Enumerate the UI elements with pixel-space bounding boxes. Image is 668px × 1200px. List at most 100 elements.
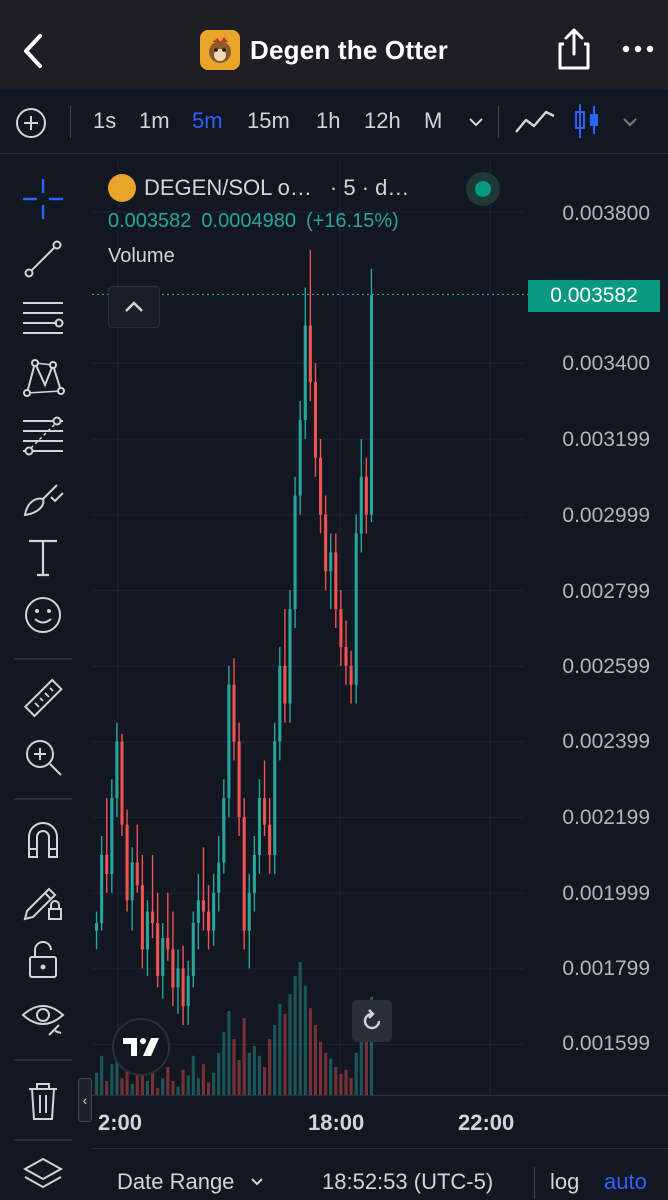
price-tick: 0.002999 bbox=[562, 504, 650, 527]
candle-body bbox=[298, 420, 302, 496]
add-indicator-icon[interactable] bbox=[14, 106, 48, 140]
pattern-icon[interactable] bbox=[18, 353, 68, 401]
collapse-legend-button[interactable] bbox=[108, 286, 160, 328]
timeframe-1s[interactable]: 1s bbox=[93, 108, 117, 133]
current-price-tag: 0.003582 bbox=[528, 280, 660, 312]
candle-body bbox=[100, 854, 104, 923]
volume-bar bbox=[120, 1078, 124, 1095]
volume-bar bbox=[334, 1067, 338, 1095]
candle-body bbox=[283, 665, 287, 704]
back-chevron-icon[interactable] bbox=[14, 26, 54, 76]
legend-volume[interactable]: Volume bbox=[108, 245, 175, 267]
timeframe-12h[interactable]: 12h bbox=[364, 108, 401, 133]
more-dots-icon[interactable] bbox=[620, 36, 656, 62]
timeframe-1h[interactable]: 1h bbox=[316, 108, 341, 133]
volume-bar bbox=[364, 1039, 368, 1095]
candle-body bbox=[263, 798, 267, 825]
trend-line-icon[interactable] bbox=[18, 235, 68, 283]
candle-body bbox=[339, 609, 343, 647]
volume-bar bbox=[161, 1078, 165, 1095]
volume-bar bbox=[217, 1053, 221, 1095]
candle-body bbox=[222, 798, 226, 863]
lock-drawing-icon[interactable] bbox=[18, 875, 68, 923]
timeframe-15m[interactable]: 15m bbox=[247, 108, 290, 133]
toolbar-divider bbox=[70, 106, 71, 138]
timeframe-month[interactable]: M bbox=[424, 108, 443, 133]
timeframe-5m[interactable]: 5m bbox=[192, 108, 223, 133]
candle-body bbox=[268, 824, 272, 855]
line-chart-icon[interactable] bbox=[514, 106, 556, 136]
volume-bar bbox=[263, 1067, 267, 1095]
eye-icon[interactable] bbox=[18, 993, 68, 1041]
market-status-icon[interactable] bbox=[466, 172, 500, 206]
price-chart[interactable] bbox=[92, 160, 668, 1095]
log-scale-toggle[interactable]: log bbox=[550, 1169, 580, 1194]
share-icon[interactable] bbox=[556, 26, 592, 72]
candle-body bbox=[207, 911, 211, 931]
ruler-icon[interactable] bbox=[18, 675, 68, 723]
candle-body bbox=[186, 975, 190, 1007]
candle-body bbox=[344, 646, 348, 666]
volume-bar bbox=[359, 1018, 363, 1095]
unlock-icon[interactable] bbox=[18, 935, 68, 983]
candle-body bbox=[140, 885, 144, 950]
candle-body bbox=[212, 892, 216, 931]
chevron-down-icon[interactable] bbox=[620, 112, 640, 132]
chevron-down-icon[interactable] bbox=[250, 1175, 264, 1189]
volume-bar bbox=[232, 1039, 236, 1095]
time-zone-clock[interactable]: 18:52:53 (UTC-5) bbox=[322, 1169, 494, 1194]
candle-body bbox=[161, 938, 165, 976]
text-icon[interactable] bbox=[18, 533, 68, 581]
volume-bar bbox=[298, 962, 302, 1095]
volume-bar bbox=[145, 1081, 149, 1095]
legend-symbol[interactable]: DEGEN/SOL o… bbox=[144, 175, 312, 200]
layers-icon[interactable] bbox=[18, 1151, 68, 1199]
timeframe-1m[interactable]: 1m bbox=[139, 108, 170, 133]
emoji-icon[interactable] bbox=[18, 591, 68, 639]
candlestick-chart[interactable] bbox=[92, 160, 668, 1095]
price-tick: 0.003400 bbox=[562, 352, 650, 375]
candle-body bbox=[324, 514, 328, 572]
tradingview-logo-icon[interactable] bbox=[112, 1018, 170, 1076]
candle-body bbox=[359, 476, 363, 534]
volume-bar bbox=[252, 1046, 256, 1095]
auto-scale-toggle[interactable]: auto bbox=[604, 1169, 647, 1194]
fib-retracement-icon[interactable] bbox=[18, 413, 68, 461]
candle-body bbox=[125, 824, 129, 901]
volume-bar bbox=[156, 1088, 160, 1095]
trash-icon[interactable] bbox=[18, 1077, 68, 1125]
bottom-bar: Date Range 18:52:53 (UTC-5) log auto bbox=[92, 1148, 668, 1200]
volume-bar bbox=[191, 1055, 195, 1095]
zoom-in-icon[interactable] bbox=[18, 733, 68, 781]
volume-bar bbox=[196, 1078, 200, 1095]
volume-bar bbox=[278, 1004, 282, 1095]
volume-bar bbox=[369, 997, 373, 1095]
rail-divider bbox=[14, 1139, 72, 1141]
candle-body bbox=[242, 817, 246, 931]
collapse-rail-button[interactable]: ‹ bbox=[78, 1078, 92, 1122]
volume-bar bbox=[268, 1039, 272, 1095]
magnet-icon[interactable] bbox=[18, 815, 68, 863]
price-tick: 0.002799 bbox=[562, 580, 650, 603]
volume-bar bbox=[308, 1008, 312, 1095]
candle-body bbox=[105, 854, 109, 874]
volume-bar bbox=[105, 1081, 109, 1095]
volume-bar bbox=[288, 994, 292, 1095]
volume-bar bbox=[237, 1060, 241, 1095]
time-tick: 18:00 bbox=[308, 1110, 365, 1135]
crosshair-icon[interactable] bbox=[18, 175, 68, 223]
volume-bar bbox=[171, 1081, 175, 1095]
chevron-down-icon[interactable] bbox=[466, 112, 486, 132]
candlestick-icon[interactable] bbox=[572, 102, 602, 140]
legend-last-price: 0.003582 bbox=[108, 210, 192, 232]
brush-icon[interactable] bbox=[18, 473, 68, 521]
reset-chart-icon[interactable] bbox=[352, 1000, 392, 1042]
date-range-button[interactable]: Date Range bbox=[117, 1169, 235, 1194]
price-tick: 0.002399 bbox=[562, 730, 650, 753]
volume-bar bbox=[186, 1075, 190, 1095]
time-axis[interactable]: 2:00 18:00 22:00 bbox=[92, 1095, 668, 1147]
volume-bar bbox=[354, 1053, 358, 1095]
candle-body bbox=[252, 854, 256, 893]
volume-bar bbox=[344, 1069, 348, 1095]
horizontal-lines-icon[interactable] bbox=[18, 293, 68, 341]
